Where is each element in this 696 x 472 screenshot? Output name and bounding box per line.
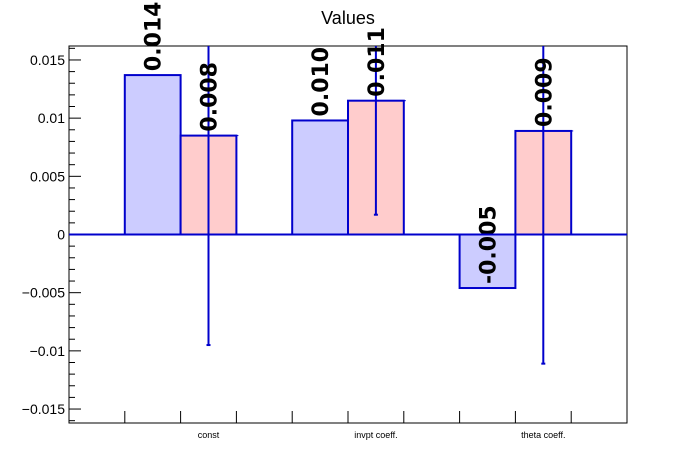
data-label: -0.005 <box>477 205 502 284</box>
y-tick-label: 0.005 <box>30 168 65 184</box>
data-label: 0.011 <box>365 27 390 97</box>
bar <box>291 119 350 236</box>
y-tick-label: −0.01 <box>30 343 66 359</box>
x-category-label: invpt coeff. <box>354 430 397 440</box>
chart-title: Values <box>321 8 375 28</box>
data-label: 0.008 <box>198 62 223 132</box>
data-label: 0.014 <box>142 1 167 71</box>
x-category-label: const <box>198 430 220 440</box>
bar <box>123 74 182 236</box>
y-tick-label: −0.005 <box>22 285 65 301</box>
data-label: 0.010 <box>309 47 334 117</box>
x-category-label: theta coeff. <box>521 430 565 440</box>
data-label: 0.009 <box>532 57 557 127</box>
y-tick-label: −0.015 <box>22 401 65 417</box>
y-tick-label: 0 <box>57 227 65 243</box>
y-tick-label: 0.015 <box>30 52 65 68</box>
bar <box>458 233 517 290</box>
y-tick-label: 0.01 <box>38 110 65 126</box>
